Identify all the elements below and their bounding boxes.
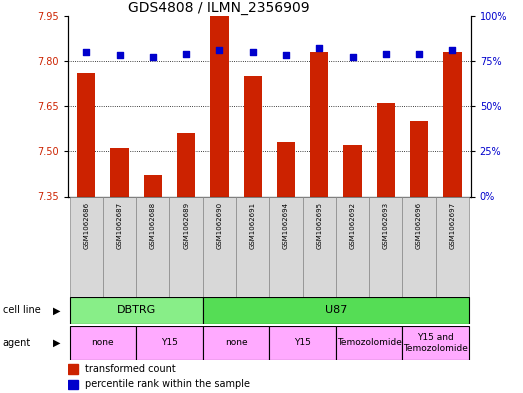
Bar bbox=[77, 73, 95, 196]
Bar bbox=[244, 76, 262, 196]
Text: Temozolomide: Temozolomide bbox=[337, 338, 402, 347]
Bar bbox=[169, 196, 203, 297]
Point bbox=[348, 54, 357, 61]
Bar bbox=[277, 142, 295, 196]
Bar bbox=[177, 133, 195, 196]
Text: GSM1062697: GSM1062697 bbox=[449, 202, 456, 249]
Text: DBTRG: DBTRG bbox=[117, 305, 156, 316]
Bar bbox=[203, 326, 269, 360]
Bar bbox=[310, 52, 328, 196]
Text: GSM1062694: GSM1062694 bbox=[283, 202, 289, 248]
Point bbox=[116, 52, 124, 59]
Bar bbox=[136, 196, 169, 297]
Text: GSM1062686: GSM1062686 bbox=[83, 202, 89, 249]
Bar bbox=[203, 297, 469, 324]
Bar bbox=[70, 297, 203, 324]
Text: U87: U87 bbox=[325, 305, 347, 316]
Bar bbox=[369, 196, 403, 297]
Bar bbox=[410, 121, 428, 196]
Bar bbox=[68, 364, 77, 374]
Text: ▶: ▶ bbox=[53, 305, 60, 316]
Point bbox=[82, 49, 90, 55]
Bar bbox=[144, 175, 162, 196]
Bar bbox=[269, 326, 336, 360]
Text: ▶: ▶ bbox=[53, 338, 60, 348]
Bar bbox=[336, 196, 369, 297]
Bar bbox=[68, 380, 77, 389]
Bar bbox=[236, 196, 269, 297]
Point bbox=[415, 51, 423, 57]
Bar bbox=[436, 196, 469, 297]
Point bbox=[182, 51, 190, 57]
Text: GDS4808 / ILMN_2356909: GDS4808 / ILMN_2356909 bbox=[129, 1, 310, 15]
Point bbox=[448, 47, 457, 53]
Text: agent: agent bbox=[3, 338, 31, 348]
Bar bbox=[269, 196, 303, 297]
Bar bbox=[403, 326, 469, 360]
Text: GSM1062689: GSM1062689 bbox=[183, 202, 189, 249]
Bar bbox=[336, 326, 403, 360]
Bar bbox=[136, 326, 203, 360]
Bar bbox=[210, 16, 229, 196]
Text: GSM1062693: GSM1062693 bbox=[383, 202, 389, 249]
Bar bbox=[303, 196, 336, 297]
Bar bbox=[344, 145, 362, 196]
Bar bbox=[203, 196, 236, 297]
Bar bbox=[403, 196, 436, 297]
Text: Y15 and
Temozolomide: Y15 and Temozolomide bbox=[403, 333, 468, 353]
Point bbox=[149, 54, 157, 61]
Text: GSM1062692: GSM1062692 bbox=[349, 202, 356, 248]
Text: GSM1062695: GSM1062695 bbox=[316, 202, 322, 248]
Text: transformed count: transformed count bbox=[85, 364, 176, 374]
Text: GSM1062691: GSM1062691 bbox=[249, 202, 256, 249]
Point bbox=[215, 47, 224, 53]
Bar bbox=[103, 196, 136, 297]
Point bbox=[315, 45, 323, 51]
Text: none: none bbox=[92, 338, 114, 347]
Point bbox=[382, 51, 390, 57]
Text: Y15: Y15 bbox=[161, 338, 178, 347]
Text: Y15: Y15 bbox=[294, 338, 311, 347]
Text: cell line: cell line bbox=[3, 305, 40, 316]
Bar bbox=[110, 148, 129, 196]
Bar bbox=[443, 52, 461, 196]
Text: GSM1062687: GSM1062687 bbox=[117, 202, 122, 249]
Bar bbox=[70, 326, 136, 360]
Point bbox=[248, 49, 257, 55]
Bar bbox=[377, 103, 395, 196]
Text: GSM1062696: GSM1062696 bbox=[416, 202, 422, 249]
Text: GSM1062688: GSM1062688 bbox=[150, 202, 156, 249]
Text: GSM1062690: GSM1062690 bbox=[217, 202, 222, 249]
Point bbox=[282, 52, 290, 59]
Text: percentile rank within the sample: percentile rank within the sample bbox=[85, 379, 250, 389]
Bar bbox=[70, 196, 103, 297]
Text: none: none bbox=[225, 338, 247, 347]
